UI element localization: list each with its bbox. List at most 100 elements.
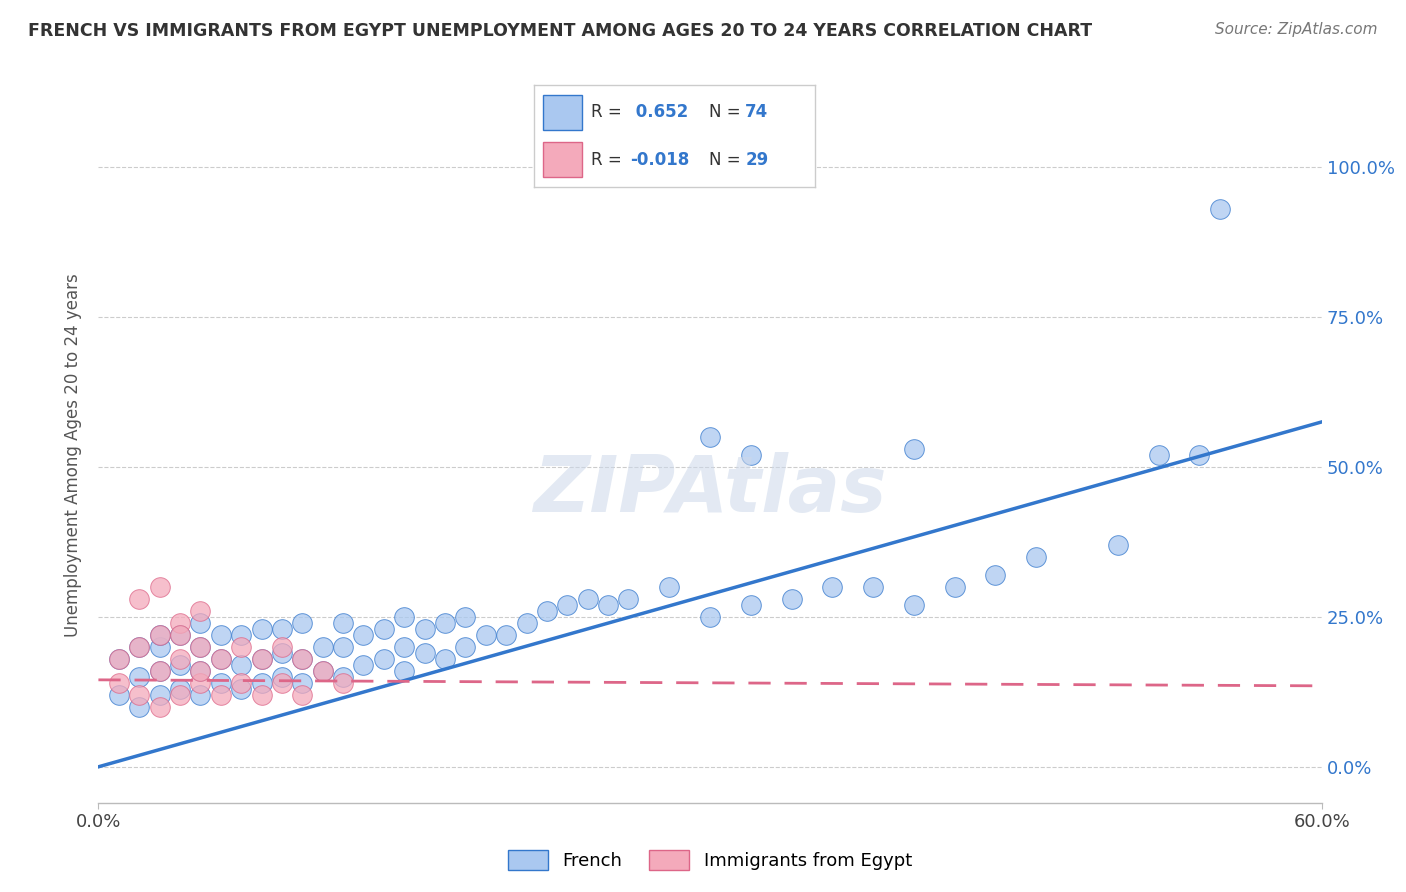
Point (413, 646, 436, 660)
Point (740, 598, 762, 612)
Point (128, 591, 150, 606)
FancyBboxPatch shape (543, 95, 582, 130)
Point (352, 657, 374, 672)
Point (250, 652, 273, 666)
Point (169, 628, 191, 642)
Point (149, 628, 172, 642)
Point (598, 598, 620, 612)
Point (312, 640, 335, 654)
Point (149, 664, 172, 678)
Point (188, 664, 212, 678)
Point (291, 615, 314, 630)
Point (516, 615, 538, 630)
Text: -0.018: -0.018 (630, 151, 689, 169)
Point (108, 652, 131, 666)
Point (780, 591, 803, 606)
Point (862, 580, 884, 594)
Point (149, 699, 172, 714)
Point (474, 628, 498, 642)
Point (270, 622, 294, 636)
Point (658, 580, 681, 594)
Point (128, 640, 150, 654)
Point (392, 610, 416, 624)
Point (169, 681, 191, 696)
Point (454, 640, 477, 654)
Point (270, 676, 294, 690)
Point (209, 676, 232, 690)
Point (128, 670, 150, 684)
Point (270, 670, 294, 684)
Point (291, 676, 314, 690)
Point (984, 567, 1007, 582)
Point (454, 610, 477, 624)
Point (169, 628, 191, 642)
Point (903, 598, 925, 612)
Point (188, 640, 212, 654)
Legend: French, Immigrants from Egypt: French, Immigrants from Egypt (501, 843, 920, 877)
Point (169, 688, 191, 702)
Point (1209, 202, 1232, 216)
Point (821, 580, 844, 594)
Text: N =: N = (709, 151, 745, 169)
Point (373, 652, 395, 666)
Text: 29: 29 (745, 151, 769, 169)
FancyBboxPatch shape (543, 142, 582, 177)
Point (209, 652, 232, 666)
Point (495, 628, 517, 642)
Point (231, 657, 253, 672)
Point (617, 591, 640, 606)
Point (149, 580, 172, 594)
Point (699, 430, 721, 444)
Text: 74: 74 (745, 103, 769, 121)
Point (108, 688, 131, 702)
Point (536, 604, 558, 618)
Point (352, 628, 374, 642)
Point (128, 688, 150, 702)
Point (149, 688, 172, 702)
Point (332, 640, 354, 654)
Point (188, 688, 212, 702)
Point (1147, 448, 1170, 462)
Point (250, 688, 273, 702)
Point (169, 615, 191, 630)
Text: R =: R = (591, 103, 627, 121)
Point (332, 676, 354, 690)
Point (413, 622, 436, 636)
Point (1188, 448, 1211, 462)
Text: Source: ZipAtlas.com: Source: ZipAtlas.com (1215, 22, 1378, 37)
Point (209, 652, 232, 666)
Point (188, 676, 212, 690)
Point (740, 448, 762, 462)
Point (231, 628, 253, 642)
Point (128, 699, 150, 714)
Point (434, 615, 457, 630)
Point (209, 628, 232, 642)
Point (169, 652, 191, 666)
Point (188, 664, 212, 678)
Point (943, 580, 966, 594)
Text: ZIPAtlas: ZIPAtlas (533, 451, 887, 528)
Text: 0.652: 0.652 (630, 103, 688, 121)
Point (149, 664, 172, 678)
Point (108, 676, 131, 690)
Point (576, 591, 599, 606)
Point (169, 657, 191, 672)
Point (332, 615, 354, 630)
Point (231, 681, 253, 696)
Text: N =: N = (709, 103, 745, 121)
Point (1107, 538, 1129, 552)
Y-axis label: Unemployment Among Ages 20 to 24 years: Unemployment Among Ages 20 to 24 years (65, 273, 83, 637)
Point (312, 664, 335, 678)
Point (312, 664, 335, 678)
Point (188, 604, 212, 618)
Point (373, 622, 395, 636)
Point (231, 676, 253, 690)
Point (231, 640, 253, 654)
Point (291, 652, 314, 666)
Point (291, 688, 314, 702)
Point (209, 688, 232, 702)
Point (332, 670, 354, 684)
Point (557, 598, 579, 612)
Point (270, 646, 294, 660)
Point (699, 610, 721, 624)
